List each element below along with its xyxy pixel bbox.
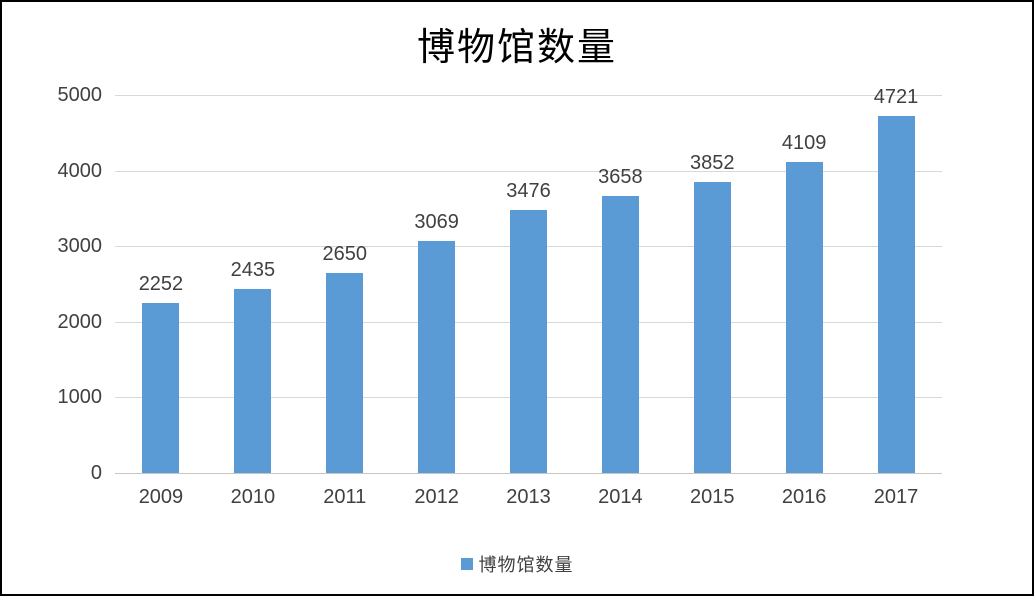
x-tick-label: 2015 (690, 486, 735, 508)
legend-swatch-icon (460, 558, 473, 570)
gridline (115, 170, 942, 172)
y-tick-label: 1000 (57, 386, 103, 409)
y-tick-label: 2000 (57, 310, 103, 333)
bar-value-label: 4721 (873, 86, 919, 109)
x-axis-line (115, 473, 942, 474)
bar-2014 (601, 196, 639, 473)
bar-2011 (326, 272, 364, 473)
y-tick-label: 3000 (57, 235, 103, 258)
plot-area: 2252 2435 2650 3069 3476 3658 3852 4109 4721 (115, 86, 942, 474)
x-tick-label: 2017 (873, 486, 919, 508)
x-tick-label: 2014 (598, 486, 643, 508)
bar-2009 (142, 302, 180, 473)
x-axis: 2009 2010 2011 2012 2013 2014 2015 2016 2017 (115, 480, 942, 508)
bar-value-label: 3476 (506, 180, 551, 203)
x-tick-label: 2016 (781, 486, 827, 508)
bar-2016 (785, 162, 823, 473)
bar-2012 (418, 240, 456, 473)
bar-value-label: 3658 (598, 166, 643, 189)
bar-value-label: 3852 (690, 151, 735, 174)
legend-label: 博物馆数量 (478, 555, 574, 576)
x-tick-label: 2010 (230, 486, 276, 508)
bar-2015 (693, 181, 731, 473)
bar-value-label: 3069 (414, 210, 459, 233)
x-tick-label: 2011 (323, 486, 367, 508)
bar-value-label: 2435 (230, 258, 276, 281)
y-tick-label: 0 (90, 462, 102, 484)
bar-value-label: 2252 (138, 272, 184, 295)
legend: 博物馆数量 (2, 551, 1032, 577)
y-tick-label: 4000 (57, 159, 103, 182)
y-axis: 0 1000 2000 3000 4000 5000 (2, 84, 103, 484)
bar-2010 (234, 288, 272, 473)
bar-2017 (877, 116, 915, 473)
gridline (115, 95, 942, 96)
x-tick-label: 2012 (414, 486, 459, 508)
x-tick-label: 2013 (506, 486, 551, 508)
x-tick-label: 2009 (138, 486, 184, 508)
bar-value-label: 2650 (322, 242, 367, 265)
chart-title: 博物馆数量 (416, 25, 617, 69)
bar-2013 (510, 210, 547, 473)
y-tick-label: 5000 (57, 84, 103, 106)
bar-value-label: 4109 (781, 132, 827, 155)
